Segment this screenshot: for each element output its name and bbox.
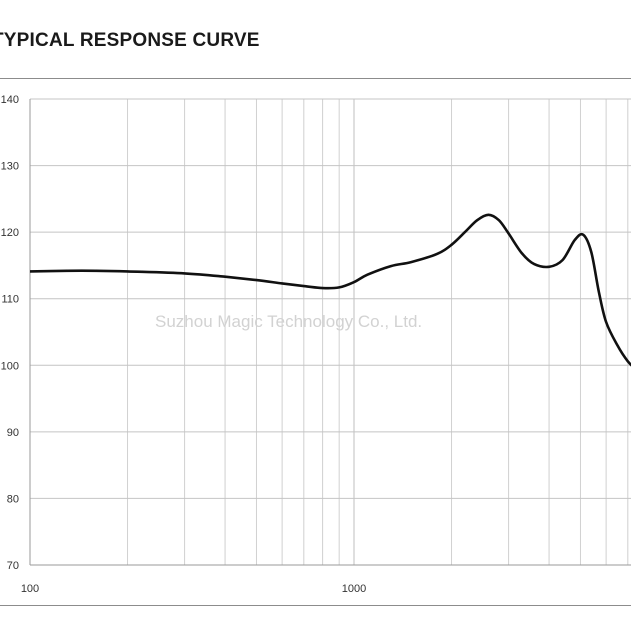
y-tick-label: 80 (7, 493, 19, 505)
x-tick-label: 1000 (342, 583, 366, 595)
bottom-divider (0, 605, 631, 606)
y-tick-label: 110 (1, 294, 19, 306)
y-tick-label: 70 (7, 560, 19, 572)
x-tick-label: 100 (21, 583, 39, 595)
y-tick-label: 130 (1, 161, 19, 173)
chart-title: TYPICAL RESPONSE CURVE (0, 30, 260, 51)
y-tick-label: 140 (1, 94, 19, 106)
response-curve-line (30, 213, 631, 367)
y-tick-label: 120 (1, 227, 19, 239)
y-tick-label: 100 (1, 360, 19, 372)
top-divider (0, 78, 631, 79)
y-tick-label: 90 (7, 427, 19, 439)
watermark-text: Suzhou Magic Technology Co., Ltd. (155, 312, 423, 331)
